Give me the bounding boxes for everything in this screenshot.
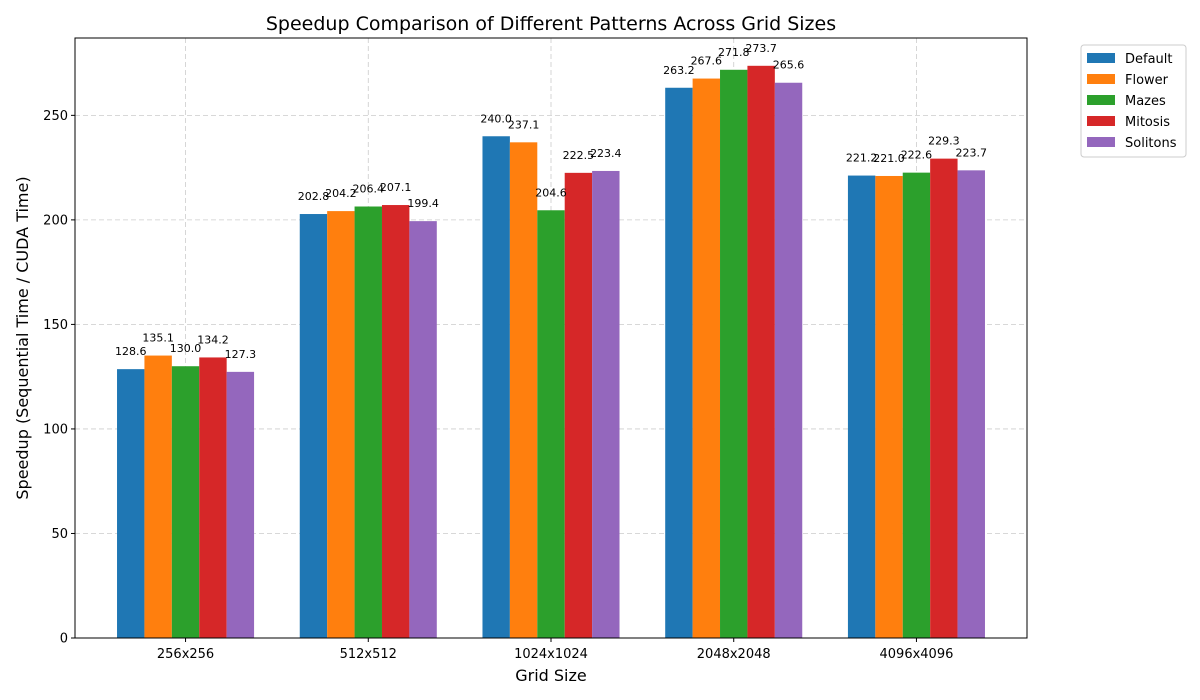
bar-default-4096x4096 [847,175,876,638]
data-label: 204.6 [535,186,567,199]
bar-solitons-4096x4096 [957,170,985,639]
data-label: 135.1 [142,332,174,345]
bar-mazes-2048x2048 [720,69,748,639]
data-labels: 128.6 202.8 240.0 263.2 221.2 135.1 204.2 237.1… [115,42,987,361]
bar-flower-512x512 [327,211,355,638]
x-axis: 256x256 512x512 1024x1024 2048x2048 4096x409… [157,638,954,662]
chart-title: Speedup Comparison of Different Patterns… [266,13,836,35]
legend-swatch-mitosis [1087,116,1115,126]
bar-solitons-512x512 [409,221,437,638]
bar-solitons-2048x2048 [774,82,803,639]
bar-mazes-1024x1024 [537,210,565,638]
x-axis-title: Grid Size [515,666,587,685]
x-tick-label: 4096x4096 [880,647,954,662]
data-label: 207.1 [380,181,412,194]
bar-mazes-512x512 [354,206,382,638]
bar-flower-2048x2048 [692,78,721,638]
bar-solitons-1024x1024 [592,170,620,638]
bar-default-512x512 [299,214,328,638]
bar-mitosis-4096x4096 [930,158,958,638]
x-tick-label: 1024x1024 [514,647,588,662]
legend-swatch-default [1087,53,1115,63]
y-tick-label: 50 [51,527,68,542]
bar-solitons-256x256 [226,371,255,638]
bar-mitosis-2048x2048 [747,65,775,639]
y-tick-label: 200 [43,213,68,228]
x-tick-label: 512x512 [340,647,397,662]
legend-label-default: Default [1125,52,1173,67]
y-axis-title: Speedup (Sequential Time / CUDA Time) [13,176,32,499]
legend-label-flower: Flower [1125,73,1169,88]
bar-mitosis-256x256 [199,357,227,638]
bar-mazes-4096x4096 [902,172,931,638]
data-label: 130.0 [170,342,202,355]
legend-swatch-flower [1087,74,1115,84]
data-label: 202.8 [298,190,330,203]
bars [117,65,985,639]
data-label: 199.4 [407,197,439,210]
x-tick-label: 256x256 [157,647,214,662]
legend-swatch-mazes [1087,95,1115,105]
data-label: 134.2 [197,333,229,346]
data-label: 273.7 [745,42,777,55]
data-label: 221.0 [873,152,905,165]
y-tick-label: 0 [60,632,68,647]
legend-box [1080,44,1187,158]
data-label: 240.0 [480,112,512,125]
y-axis: 0 50 100 150 200 250 [43,109,75,647]
data-label: 265.6 [773,59,805,72]
bar-mitosis-512x512 [381,205,410,638]
bar-flower-1024x1024 [509,142,538,638]
bar-flower-4096x4096 [875,175,903,638]
legend-label-solitons: Solitons [1125,136,1177,151]
legend-swatch-solitons [1087,137,1115,147]
bar-default-256x256 [117,369,145,638]
data-label: 223.7 [956,146,988,159]
data-label: 271.8 [718,46,750,59]
bar-mitosis-1024x1024 [564,172,593,638]
y-tick-label: 250 [43,109,68,124]
y-tick-label: 100 [43,422,68,437]
data-label: 222.6 [901,149,933,162]
data-label: 222.5 [563,149,595,162]
data-label: 263.2 [663,64,695,77]
bar-mazes-256x256 [171,366,200,638]
bar-default-1024x1024 [482,136,510,638]
data-label: 127.3 [225,348,257,361]
data-label: 237.1 [508,118,540,131]
data-label: 206.4 [353,183,385,196]
x-tick-label: 2048x2048 [697,647,771,662]
y-tick-label: 150 [43,318,68,333]
bar-flower-256x256 [144,355,172,638]
legend: Default Flower Mazes Mitosis Solitons [1080,44,1187,158]
bar-default-2048x2048 [665,87,693,638]
data-label: 204.2 [325,187,357,200]
legend-label-mitosis: Mitosis [1125,115,1170,130]
data-label: 223.4 [590,147,622,160]
data-label: 128.6 [115,345,147,358]
data-label: 267.6 [691,55,723,68]
data-label: 229.3 [928,135,960,148]
data-label: 221.2 [846,152,878,165]
legend-label-mazes: Mazes [1125,94,1166,109]
